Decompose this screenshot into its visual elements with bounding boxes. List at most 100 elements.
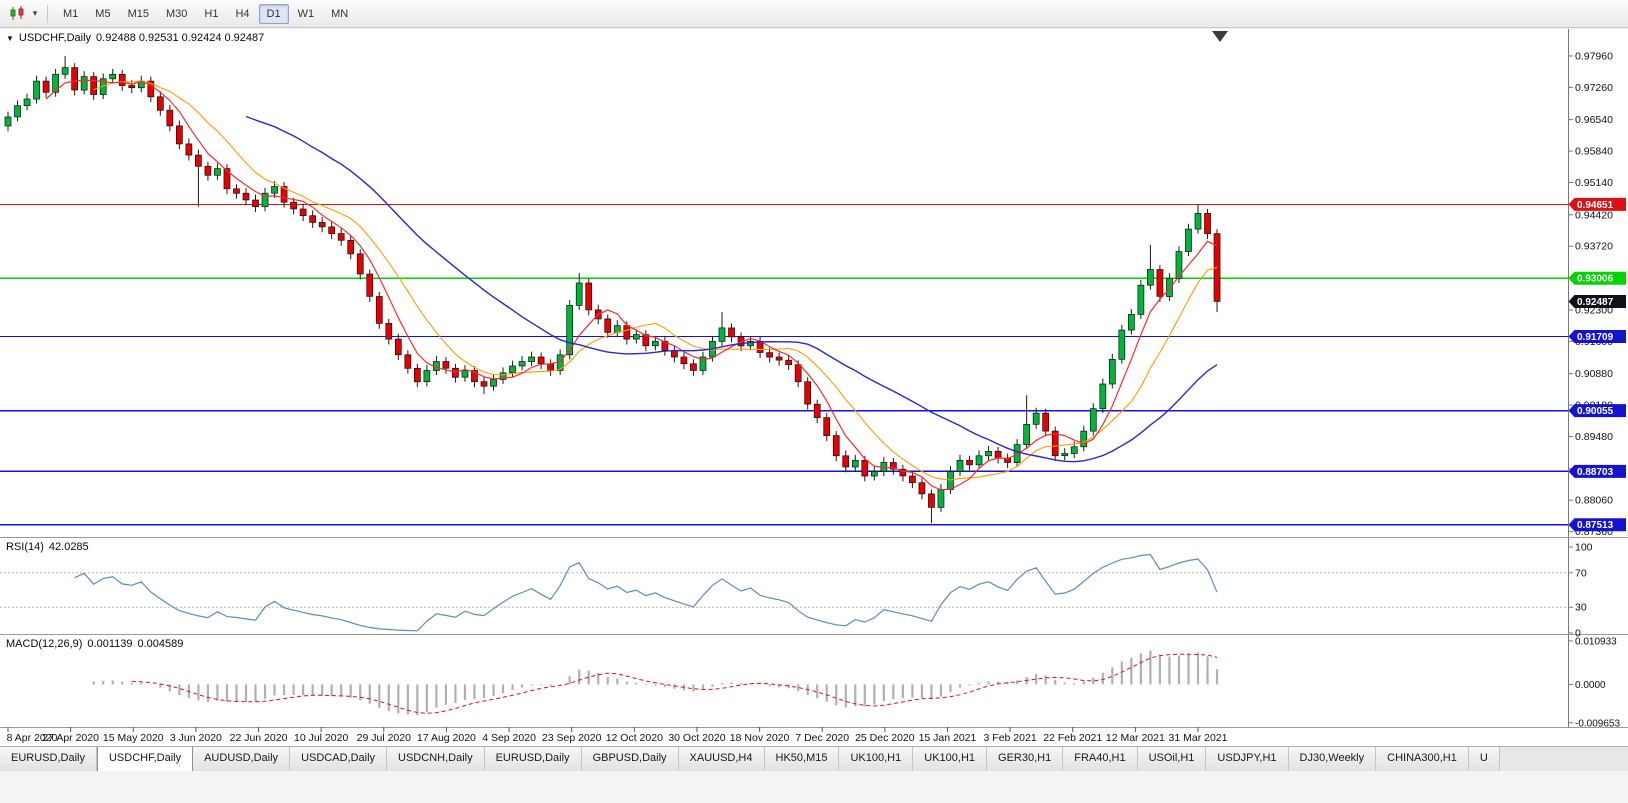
date-axis-label: 15 Jan 2021 — [919, 732, 977, 744]
timeframe-button-d1[interactable]: D1 — [258, 3, 289, 24]
price-tag[interactable]: 0.87513 — [1568, 518, 1627, 532]
candle-body — [394, 338, 402, 356]
candlestick-chart-icon[interactable] — [6, 4, 28, 24]
candle-body — [566, 305, 574, 356]
timeframe-button-m15[interactable]: M15 — [127, 7, 149, 20]
chart-tab[interactable]: USDCNH,Daily — [387, 747, 485, 771]
price-tag-value: 0.93006 — [1577, 274, 1614, 285]
rsi-axis-label: 0 — [1575, 628, 1581, 640]
macd-axis-label: 0.0000 — [1575, 680, 1606, 691]
chart-tab[interactable]: USDJPY,H1 — [1206, 747, 1289, 771]
candle-body — [518, 361, 526, 367]
candle-body — [1013, 444, 1021, 463]
candle-body — [375, 296, 383, 324]
candle-body — [385, 323, 393, 340]
timeframe-button-h4[interactable]: H4 — [235, 7, 250, 20]
chart-tab[interactable]: UK100,H1 — [839, 747, 914, 771]
chart-window[interactable]: 0.97960 0.97260 0.96540 0.95840 0.95140 0.944… — [0, 29, 1628, 746]
price-tag-value: 0.88703 — [1577, 467, 1614, 478]
timeframe-button-w1[interactable]: W1 — [297, 7, 315, 20]
candle-body — [604, 318, 612, 333]
ma-slow-line[interactable] — [245, 115, 1218, 463]
candle-body — [1080, 430, 1088, 448]
chart-tab[interactable]: USOil,H1 — [1137, 747, 1207, 771]
candle-body — [52, 73, 59, 93]
price-tag[interactable]: 0.90055 — [1568, 404, 1627, 418]
timeframe-button-m30[interactable]: M30 — [165, 7, 188, 20]
candle-body — [756, 340, 764, 353]
chart-tab[interactable]: XAUUSD,H4 — [678, 747, 765, 771]
candle-body — [975, 455, 983, 466]
candle-body — [1185, 228, 1192, 252]
chart-tab[interactable]: GBPUSD,Daily — [581, 747, 679, 771]
price-axis-label: 0.93720 — [1575, 241, 1613, 253]
timeframe-button-m1[interactable]: M1 — [63, 7, 79, 20]
timeframes-toolbar: ▾ M1 M5 M15 M30 H1 H4 D1 W1 MN — [0, 0, 1628, 28]
candle-body — [642, 334, 650, 347]
candle-body — [80, 76, 88, 91]
date-axis-label: 30 Oct 2020 — [668, 732, 725, 744]
candle-body — [328, 226, 336, 234]
candle-body — [1147, 269, 1154, 286]
chart-tab[interactable]: DJ30,Weekly — [1288, 747, 1377, 771]
candle-body — [652, 340, 659, 347]
chart-canvas[interactable]: 0.97960 0.97260 0.96540 0.95840 0.95140 0.944… — [0, 29, 1628, 746]
candle-body — [318, 222, 326, 228]
candle-body — [271, 186, 278, 194]
horizontal-level-lines[interactable] — [0, 203, 1568, 526]
timeframe-button-h1[interactable]: H1 — [204, 7, 219, 20]
chart-tab[interactable]: AUDUSD,Daily — [193, 747, 291, 771]
date-axis-label: 31 Mar 2021 — [1169, 732, 1228, 744]
chart-tab[interactable]: UK100,H1 — [913, 747, 988, 771]
chart-tab[interactable]: USDCHF,Daily — [96, 747, 194, 771]
candle-body — [1032, 412, 1040, 425]
price-tag[interactable]: 0.88703 — [1568, 464, 1627, 478]
candle-body — [118, 73, 126, 86]
chart-tab[interactable]: EURUSD,Daily — [0, 747, 97, 771]
price-axis-label: 0.96540 — [1575, 114, 1613, 126]
date-axis-label: 4 Sep 2020 — [482, 732, 536, 744]
candle-body — [404, 354, 412, 369]
chart-tab[interactable]: HK50,M15 — [764, 747, 840, 771]
ma-medium-line[interactable] — [93, 80, 1218, 481]
candle-body — [452, 367, 459, 378]
price-tag[interactable]: 0.93006 — [1568, 271, 1627, 285]
price-tag[interactable]: 0.91709 — [1568, 329, 1627, 343]
candle-body — [718, 327, 726, 342]
candle-body — [785, 359, 792, 366]
date-axis-label: 29 Jul 2020 — [357, 732, 411, 744]
macd-axis-label: -0.009653 — [1575, 718, 1620, 729]
chart-tab[interactable]: USDCAD,Daily — [290, 747, 388, 771]
price-tag-value: 0.92487 — [1577, 297, 1614, 308]
chart-tab[interactable]: EURUSD,Daily — [484, 747, 582, 771]
ma-fast-line[interactable] — [45, 79, 1218, 491]
candle-body — [1070, 446, 1078, 454]
chart-tab[interactable]: U — [1468, 747, 1500, 771]
candle-body — [280, 186, 288, 203]
timeframe-button-m5[interactable]: M5 — [95, 7, 111, 20]
chart-tab[interactable]: FRA40,H1 — [1063, 747, 1138, 771]
chevron-down-icon[interactable]: ▾ — [32, 8, 38, 18]
candle-body — [623, 325, 631, 340]
chart-tab[interactable]: GER30,H1 — [987, 747, 1064, 771]
candle-body — [1137, 284, 1145, 315]
date-axis-label: 10 Jul 2020 — [294, 732, 348, 744]
chart-shift-marker[interactable] — [1212, 31, 1228, 42]
candle-body — [204, 165, 212, 176]
chart-tab[interactable]: CHINA300,H1 — [1376, 747, 1469, 771]
price-tag[interactable]: 0.94651 — [1568, 197, 1627, 211]
date-axis-label: 3 Jun 2020 — [170, 732, 222, 744]
price-axis-label: 0.94420 — [1575, 209, 1613, 221]
date-axis-label: 22 Jun 2020 — [230, 732, 288, 744]
price-tag[interactable]: 0.92487 — [1568, 295, 1627, 309]
candle-body — [851, 459, 859, 468]
candle-body — [480, 381, 488, 387]
candle-body — [61, 67, 69, 75]
candle-body — [185, 143, 193, 156]
date-axis-label: 12 Oct 2020 — [606, 732, 663, 744]
candle-body — [490, 379, 497, 387]
timeframe-button-mn[interactable]: MN — [331, 7, 349, 20]
rsi-line — [74, 553, 1218, 632]
toolbar-separator — [47, 4, 48, 23]
